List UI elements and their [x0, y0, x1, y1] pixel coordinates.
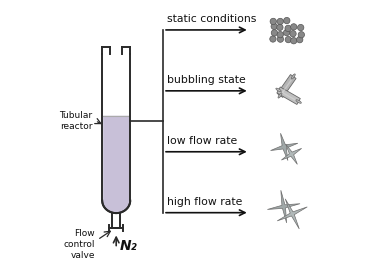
- Circle shape: [277, 24, 283, 31]
- Circle shape: [277, 18, 283, 25]
- Circle shape: [277, 36, 283, 42]
- Circle shape: [271, 23, 278, 29]
- Polygon shape: [270, 133, 298, 161]
- Polygon shape: [280, 76, 294, 96]
- Text: low flow rate: low flow rate: [167, 136, 237, 146]
- Polygon shape: [102, 116, 131, 213]
- Ellipse shape: [291, 74, 295, 79]
- Circle shape: [297, 37, 303, 43]
- Text: high flow rate: high flow rate: [167, 197, 242, 207]
- Polygon shape: [277, 199, 307, 229]
- Circle shape: [285, 37, 292, 43]
- Ellipse shape: [276, 88, 281, 92]
- Circle shape: [271, 30, 278, 36]
- Circle shape: [290, 31, 296, 37]
- Text: Tubular
reactor: Tubular reactor: [59, 110, 93, 130]
- Circle shape: [277, 32, 283, 38]
- Circle shape: [290, 38, 297, 44]
- Text: static conditions: static conditions: [167, 14, 256, 24]
- Text: N₂: N₂: [120, 239, 138, 253]
- Polygon shape: [102, 54, 130, 213]
- Circle shape: [290, 24, 297, 30]
- Ellipse shape: [296, 100, 301, 103]
- Polygon shape: [277, 75, 296, 97]
- Text: bubbling state: bubbling state: [167, 75, 245, 85]
- Circle shape: [283, 29, 290, 36]
- Polygon shape: [277, 87, 300, 104]
- Circle shape: [298, 32, 305, 38]
- Circle shape: [270, 36, 276, 42]
- Circle shape: [285, 25, 291, 32]
- Polygon shape: [267, 190, 300, 223]
- Ellipse shape: [278, 93, 282, 98]
- Circle shape: [298, 25, 304, 31]
- Polygon shape: [278, 90, 299, 102]
- Circle shape: [284, 17, 290, 24]
- Polygon shape: [281, 144, 301, 164]
- Circle shape: [270, 18, 276, 25]
- Text: Flow
control
valve: Flow control valve: [64, 229, 95, 260]
